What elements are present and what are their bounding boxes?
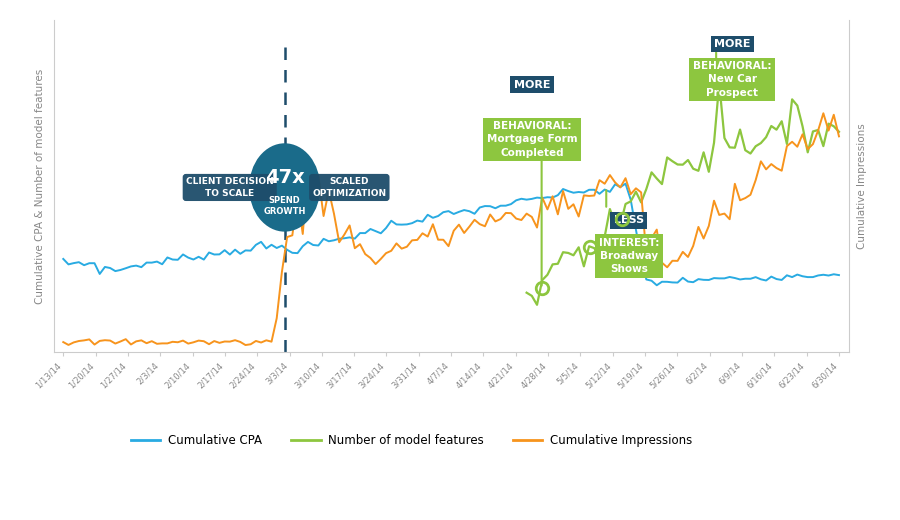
Y-axis label: Cumulative Impressions: Cumulative Impressions xyxy=(857,123,867,249)
Text: CLIENT DECISION
TO SCALE: CLIENT DECISION TO SCALE xyxy=(185,177,274,198)
Text: SCALED
OPTIMIZATION: SCALED OPTIMIZATION xyxy=(312,177,386,198)
Legend: Cumulative CPA, Number of model features, Cumulative Impressions: Cumulative CPA, Number of model features… xyxy=(126,430,697,452)
Text: MORE: MORE xyxy=(714,39,751,49)
Ellipse shape xyxy=(249,144,320,231)
Text: BEHAVIORAL:
New Car
Prospect: BEHAVIORAL: New Car Prospect xyxy=(693,61,771,98)
Text: MORE: MORE xyxy=(514,80,550,89)
Text: LESS: LESS xyxy=(614,215,644,225)
Text: BEHAVIORAL:
Mortgage Form
Completed: BEHAVIORAL: Mortgage Form Completed xyxy=(487,121,577,158)
Y-axis label: Cumulative CPA & Number of model features: Cumulative CPA & Number of model feature… xyxy=(35,68,45,304)
Text: 47x: 47x xyxy=(265,168,304,188)
Text: INTEREST:
Broadway
Shows: INTEREST: Broadway Shows xyxy=(598,238,659,275)
Text: SPEND
GROWTH: SPEND GROWTH xyxy=(264,197,306,216)
